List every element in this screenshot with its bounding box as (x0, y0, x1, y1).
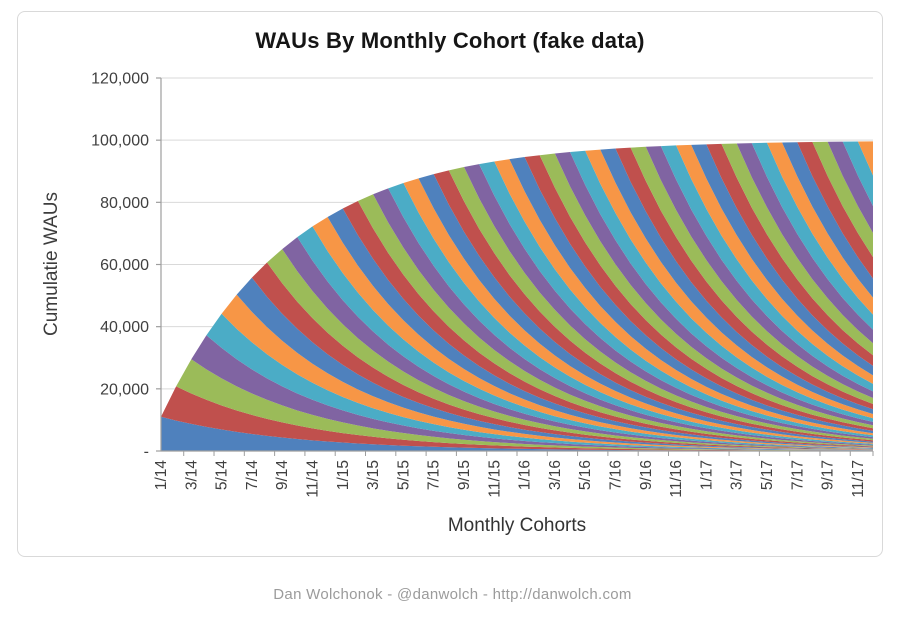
cohort-area: 3/14 (161, 359, 873, 451)
x-tick-label: 11/15 (486, 460, 503, 498)
x-tick-label: 1/16 (517, 460, 534, 490)
cohort-area: 6/14 (161, 294, 873, 451)
x-tick-label: 9/14 (274, 460, 291, 491)
x-tick-label: 9/17 (820, 460, 837, 490)
cohort-area: 11/16 (161, 145, 873, 417)
cohort-area: 2/16 (161, 155, 873, 431)
x-tick-label: 5/17 (759, 460, 776, 490)
x-axis-title: Monthly Cohorts (447, 515, 587, 536)
x-tick-label: 3/16 (547, 460, 564, 490)
cohort-area: 7/17 (161, 142, 873, 417)
x-tick-label: 5/16 (577, 460, 594, 490)
x-tick-label: 11/16 (668, 460, 685, 498)
x-tick-label: 5/14 (214, 460, 231, 491)
stacked-area-chart: 1/142/143/144/145/146/147/148/149/1410/1… (91, 71, 874, 498)
y-tick-label: 80,000 (100, 195, 149, 212)
x-tick-label: 11/14 (304, 460, 321, 498)
chart-card: 1/142/143/144/145/146/147/148/149/1410/1… (17, 11, 883, 557)
x-tick-label: 1/15 (335, 460, 352, 490)
y-axis-title: Cumulatie WAUs (41, 192, 62, 336)
cohort-area: 3/16 (161, 153, 873, 429)
cohort-area: 2/14 (161, 386, 873, 451)
x-tick-label: 7/15 (426, 460, 443, 490)
x-tick-label: 7/14 (244, 460, 261, 491)
y-tick-label: 60,000 (100, 257, 149, 274)
x-tick-label: 11/17 (850, 460, 867, 498)
x-tick-label: 1/14 (153, 460, 170, 491)
x-tick-label: 3/17 (729, 460, 746, 490)
y-tick-label: 40,000 (100, 319, 149, 336)
footer-credit: Dan Wolchonok - @danwolch - http://danwo… (273, 586, 632, 603)
cohort-area: 5/14 (161, 313, 873, 451)
cohort-area: 11/15 (161, 161, 873, 438)
x-tick-label: 3/15 (365, 460, 382, 490)
y-tick-label: 20,000 (100, 381, 149, 398)
cohort-area: 11/14 (161, 226, 873, 449)
y-tick-label: - (144, 444, 149, 461)
x-tick-label: 1/17 (698, 460, 715, 490)
x-tick-label: 7/16 (607, 460, 624, 490)
x-tick-label: 3/14 (183, 460, 200, 491)
x-tick-label: 5/15 (395, 460, 412, 490)
y-tick-label: 120,000 (91, 71, 149, 88)
cohort-area: 5/16 (161, 150, 873, 422)
y-tick-label: 100,000 (91, 133, 149, 150)
x-tick-label: 7/17 (789, 460, 806, 490)
cohort-area: 6/16 (161, 149, 873, 419)
cohort-area: 1/14 (161, 416, 873, 451)
cohort-area: 10/16 (161, 146, 873, 417)
chart-title: WAUs By Monthly Cohort (fake data) (255, 28, 645, 53)
cohort-area: 12/14 (161, 216, 873, 448)
x-tick-label: 9/15 (456, 460, 473, 490)
x-tick-label: 9/16 (638, 460, 655, 490)
cohort-area: 7/15 (161, 174, 873, 443)
